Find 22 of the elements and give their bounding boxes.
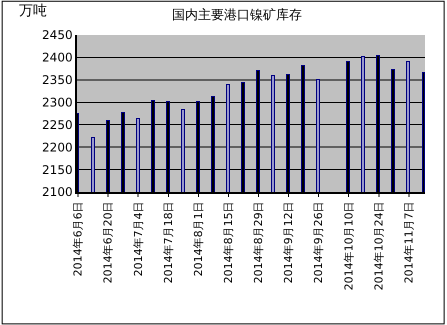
y-tick-label: 2350 [42,73,73,88]
y-tick-label: 2400 [42,50,73,65]
x-tick-label: 2014年9月26日 [312,201,326,284]
y-tick-label: 2250 [42,118,73,132]
y-tick-label: 2450 [42,28,73,42]
x-tick-label: 2014年10月24日 [372,201,386,290]
x-tick-label: 2014年8月15日 [222,201,236,284]
chart-title: 国内主要港口镍矿库存 [172,7,302,24]
y-axis-title: 万吨 [19,3,47,19]
x-tick-label: 2014年8月29日 [252,201,266,284]
x-tick-label: 2014年11月7日 [402,201,416,284]
x-tick-label: 2014年6月6日 [72,201,85,276]
x-tick-label: 2014年10月10日 [342,201,356,290]
x-tick-label: 2014年7月18日 [162,201,175,284]
x-tick-label: 2014年7月4日 [132,201,145,276]
y-tick-label: 2100 [42,185,73,200]
y-tick-label: 2200 [42,140,73,154]
y-tick-label: 2150 [42,162,73,177]
x-tick-label: 2014年9月12日 [282,201,296,284]
y-tick-label: 2300 [42,95,73,110]
x-tick-label: 2014年6月20日 [102,201,115,284]
x-tick-label: 2014年8月1日 [192,201,205,276]
